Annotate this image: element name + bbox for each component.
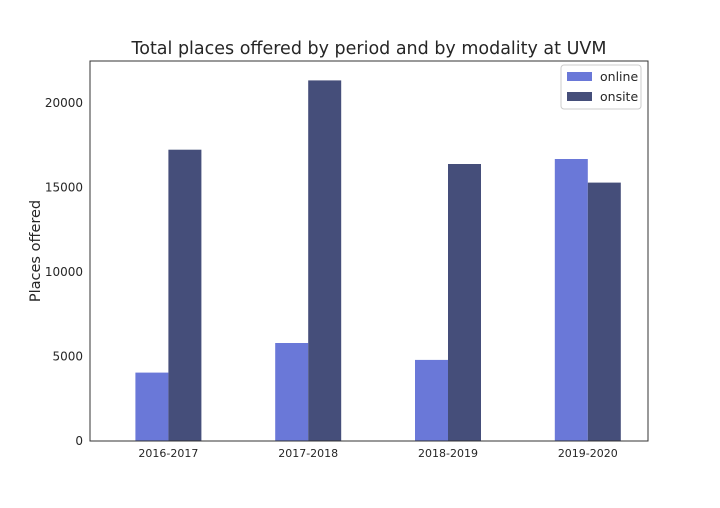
chart-title: Total places offered by period and by mo… [131, 39, 607, 59]
legend-swatch-online [567, 72, 592, 81]
bar-onsite-2019-2020 [587, 182, 621, 441]
bar-online-2016-2017 [135, 372, 169, 441]
x-tick-labels: 2016-2017 2017-2018 2018-2019 2019-2020 [138, 447, 617, 460]
plot-area-frame [89, 60, 649, 442]
legend: online onsite [560, 64, 642, 110]
bar-onsite-2016-2017 [168, 149, 202, 441]
legend-label-onsite: onsite [600, 89, 638, 104]
y-tick-label: 15000 [45, 181, 83, 195]
y-tick-label: 10000 [45, 265, 83, 279]
x-tick-label: 2016-2017 [138, 447, 198, 460]
bar-onsite-2018-2019 [448, 164, 481, 441]
y-tick-labels: 0 5000 10000 15000 20000 [45, 96, 83, 448]
y-tick-label: 5000 [52, 350, 83, 364]
bar-onsite-2017-2018 [308, 80, 342, 442]
y-tick-label: 0 [75, 434, 83, 448]
legend-label-online: online [600, 69, 638, 84]
x-tick-label: 2017-2018 [278, 447, 338, 460]
x-tick-label: 2019-2020 [558, 447, 618, 460]
bars-group [135, 80, 621, 442]
legend-swatch-onsite [567, 92, 592, 101]
bar-online-2018-2019 [415, 359, 448, 441]
bar-online-2019-2020 [554, 159, 588, 441]
x-tick-label: 2018-2019 [418, 447, 478, 460]
bar-online-2017-2018 [275, 343, 309, 441]
y-tick-label: 20000 [45, 96, 83, 110]
y-axis-label: Places offered [28, 200, 44, 302]
